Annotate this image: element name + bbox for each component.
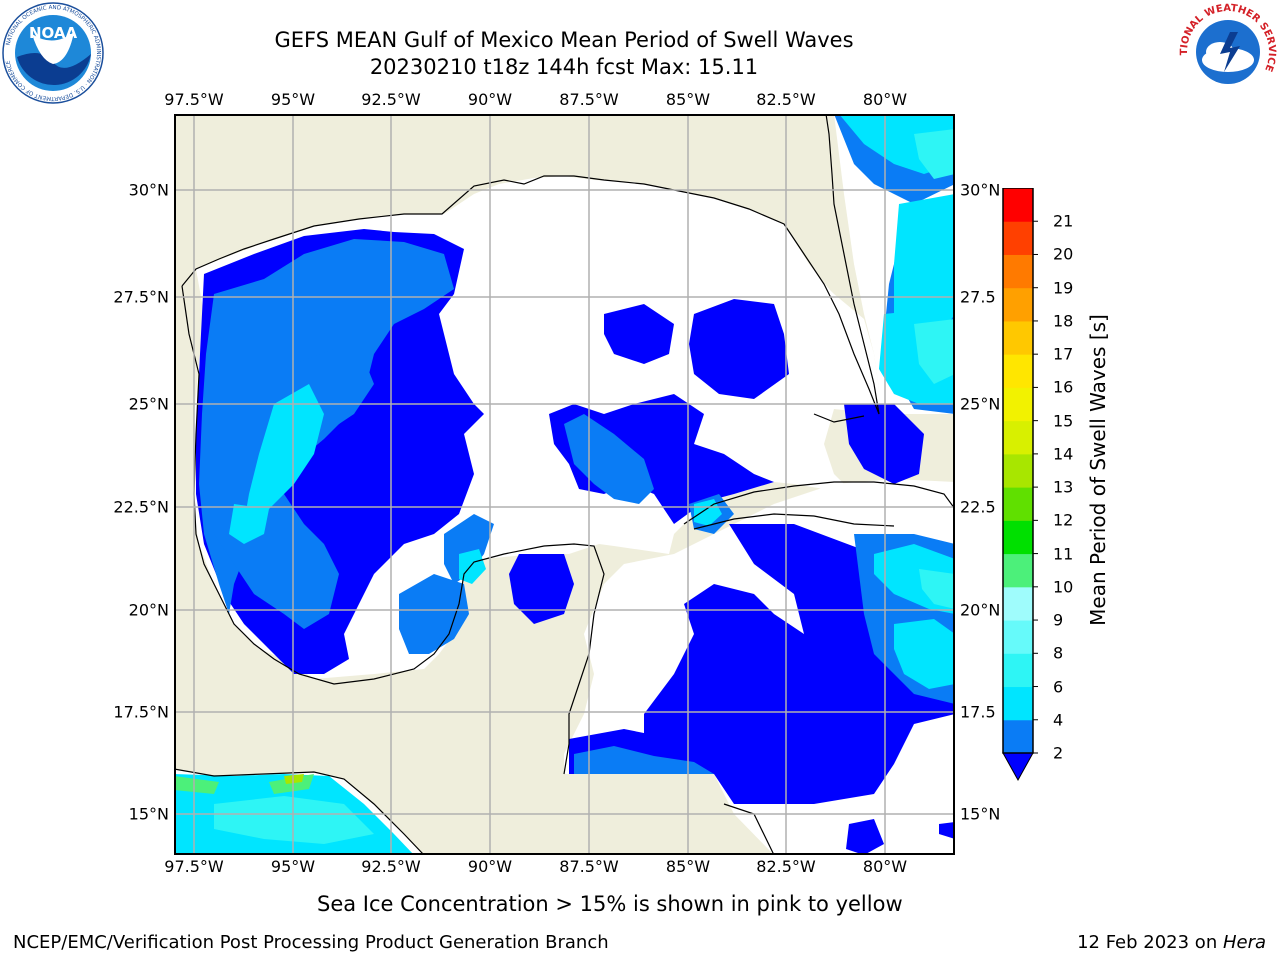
colorbar-segment	[1003, 487, 1033, 521]
colorbar-segment	[1003, 287, 1033, 322]
lon-tick-top: 80°W	[862, 90, 908, 109]
lon-tick-top: 97.5°W	[164, 90, 224, 109]
lon-tick-bottom: 80°W	[862, 857, 908, 876]
colorbar-segment	[1003, 453, 1033, 488]
colorbar-segment	[1003, 520, 1033, 555]
colorbar-tick-label: 9	[1053, 610, 1064, 630]
lon-tick-bottom: 87.5°W	[559, 857, 619, 876]
colorbar-segment	[1003, 686, 1033, 721]
colorbar-segment	[1003, 586, 1033, 621]
colorbar-segment	[1003, 653, 1033, 688]
colorbar-tick-label: 6	[1053, 677, 1064, 697]
colorbar-segment	[1003, 620, 1033, 654]
colorbar-tick-label: 17	[1053, 344, 1074, 364]
footer-host: Hera	[1222, 932, 1266, 953]
lon-tick-bottom: 95°W	[270, 857, 316, 876]
colorbar-tick-label: 20	[1053, 244, 1074, 264]
colorbar-tick-label: 10	[1053, 577, 1074, 597]
colorbar-segment	[1003, 420, 1033, 455]
colorbar	[1002, 187, 1038, 788]
lon-tick-top: 95°W	[270, 90, 316, 109]
colorbar-tick-label: 19	[1053, 278, 1074, 298]
lat-tick-left: 20°N	[128, 600, 169, 620]
nws-logo: NATIONAL WEATHER SERVICE	[1174, 0, 1278, 102]
lat-tick-right: 20°N	[960, 600, 1001, 620]
lon-tick-bottom: 92.5°W	[361, 857, 421, 876]
lat-tick-right: 22.5	[960, 497, 996, 517]
lon-tick-bottom: 82.5°W	[756, 857, 816, 876]
lon-tick-top: 92.5°W	[361, 90, 421, 109]
gridlines	[174, 114, 955, 855]
colorbar-segment	[1003, 254, 1033, 289]
lon-tick-top: 82.5°W	[756, 90, 816, 109]
colorbar-title: Mean Period of Swell Waves [s]	[1086, 314, 1110, 626]
lon-tick-bottom: 85°W	[665, 857, 711, 876]
lat-tick-right: 27.5	[960, 287, 996, 307]
colorbar-segment	[1003, 221, 1033, 255]
lat-tick-left: 27.5°N	[113, 287, 169, 307]
lon-tick-top: 87.5°W	[559, 90, 619, 109]
colorbar-segment	[1003, 719, 1033, 754]
plot-subtitle-forecast: 20230210 t18z 144h fcst Max: 15.11	[369, 55, 759, 79]
lon-tick-bottom: 90°W	[467, 857, 513, 876]
colorbar-tick-label: 14	[1053, 444, 1074, 464]
colorbar-segment	[1003, 188, 1033, 222]
plot-title: GEFS MEAN Gulf of Mexico Mean Period of …	[274, 28, 854, 52]
colorbar-tick-label: 11	[1053, 544, 1074, 564]
colorbar-segment	[1003, 387, 1033, 422]
colorbar-tick-label: 16	[1053, 377, 1074, 397]
lon-tick-bottom: 97.5°W	[164, 857, 224, 876]
colorbar-tick-label: 12	[1053, 510, 1074, 530]
colorbar-tick-label: 8	[1053, 643, 1064, 663]
footer-date-text: 12 Feb 2023 on	[1077, 932, 1223, 953]
colorbar-tick-label: 18	[1053, 311, 1074, 331]
lat-tick-right: 25°N	[960, 394, 1001, 414]
colorbar-tick-label: 13	[1053, 477, 1074, 497]
lat-tick-left: 25°N	[128, 394, 169, 414]
colorbar-tick-label: 15	[1053, 411, 1074, 431]
map-frame	[174, 114, 955, 855]
lat-tick-right: 15°N	[960, 804, 1001, 824]
footer-date: 12 Feb 2023 on Hera	[1077, 932, 1266, 953]
coastlines	[174, 114, 955, 855]
lat-tick-left: 30°N	[128, 180, 169, 200]
colorbar-segment	[1003, 320, 1033, 355]
colorbar-segment	[1003, 354, 1033, 388]
colorbar-segment	[1003, 553, 1033, 588]
footer-branch: NCEP/EMC/Verification Post Processing Pr…	[13, 932, 609, 953]
lat-tick-right: 17.5	[960, 702, 996, 722]
sea-ice-note: Sea Ice Concentration > 15% is shown in …	[317, 892, 903, 916]
colorbar-tick-label: 2	[1053, 743, 1064, 763]
colorbar-tick-label: 21	[1053, 211, 1074, 231]
lon-tick-top: 90°W	[467, 90, 513, 109]
lat-tick-left: 15°N	[128, 804, 169, 824]
colorbar-underflow-arrow	[1002, 752, 1034, 782]
swell-field-light-cyan	[214, 129, 955, 844]
noaa-logo-text: NOAA	[29, 24, 78, 42]
lat-tick-right: 30°N	[960, 180, 1001, 200]
swell-field-green	[174, 774, 314, 794]
lon-tick-top: 85°W	[665, 90, 711, 109]
lat-tick-left: 22.5°N	[113, 497, 169, 517]
lat-tick-left: 17.5°N	[113, 702, 169, 722]
noaa-logo: NATIONAL OCEANIC AND ATMOSPHERIC ADMINIS…	[2, 2, 104, 104]
map-panel	[174, 114, 955, 855]
colorbar-tick-label: 4	[1053, 710, 1064, 730]
